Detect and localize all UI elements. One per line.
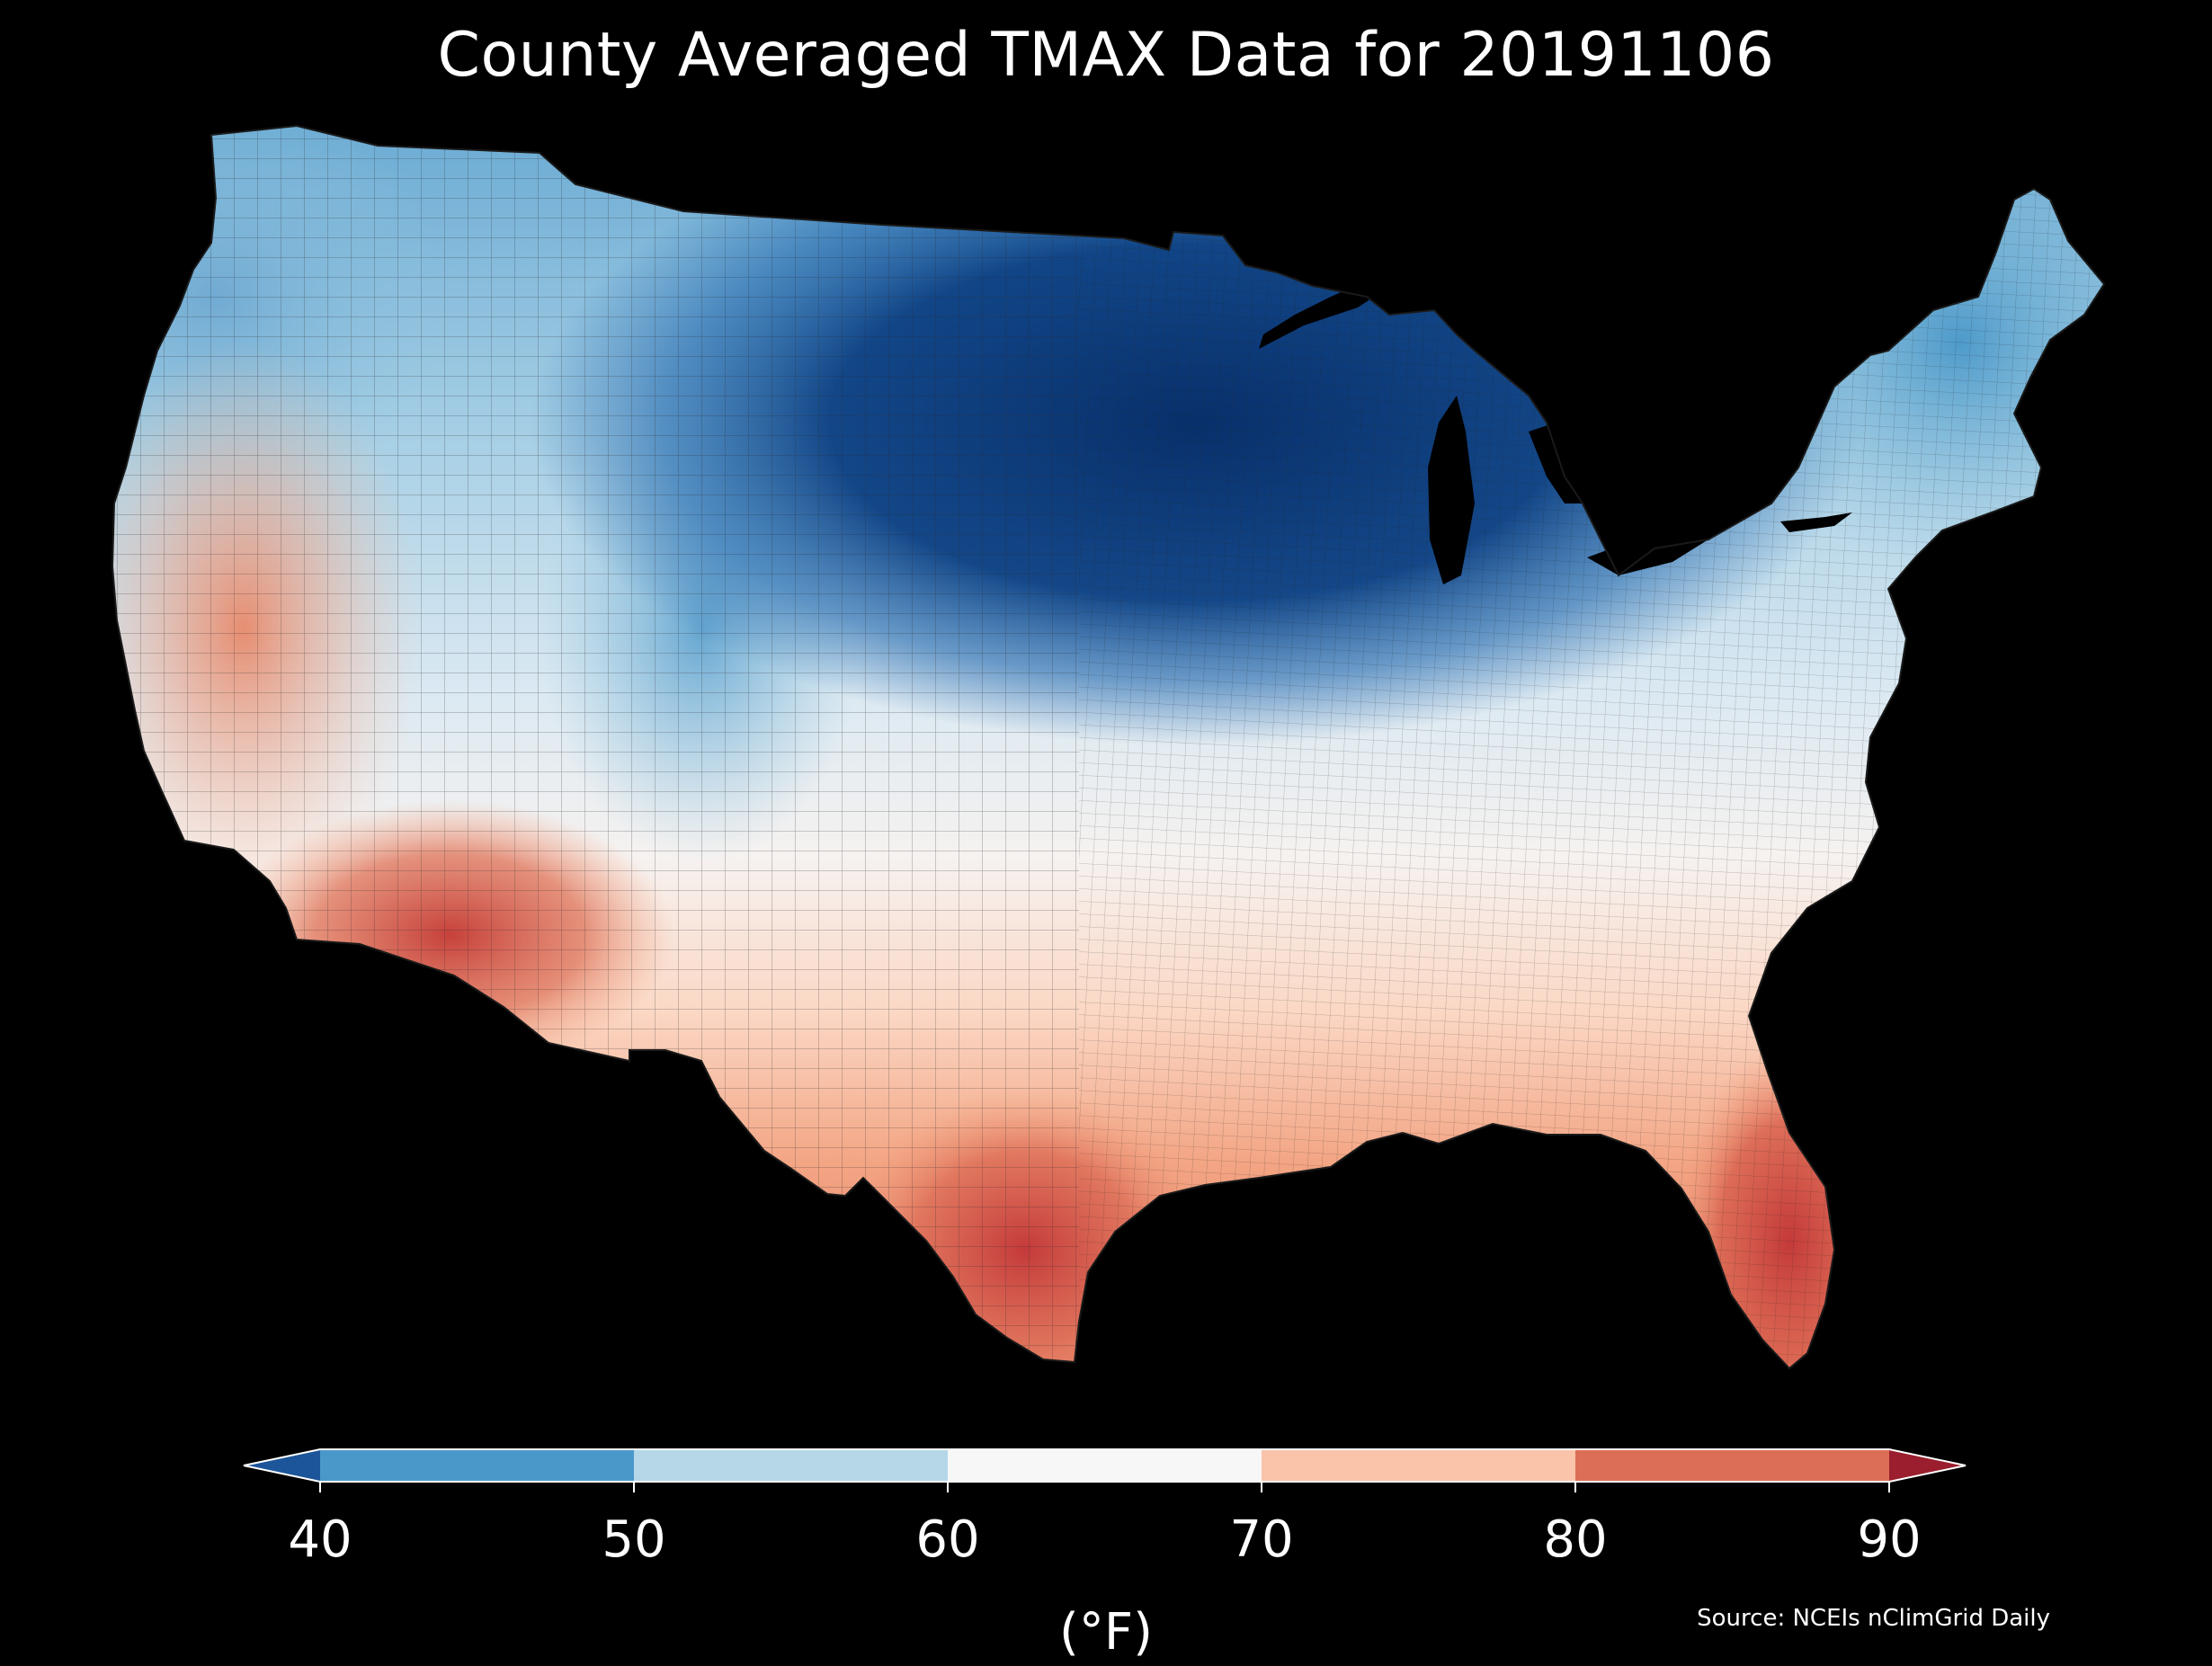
colorbar-bin: [320, 1449, 634, 1482]
colorbar-over-arrow: [1889, 1449, 1966, 1482]
colorbar-tick: 80: [1543, 1510, 1608, 1569]
colorbar-tick: 60: [915, 1510, 980, 1569]
colorbar-tick: 40: [288, 1510, 352, 1569]
county-fill-layer: [112, 126, 2104, 1368]
us-outline: [111, 124, 2106, 1370]
great-lakes: [1259, 279, 1852, 584]
colorbar-under-arrow: [244, 1449, 320, 1482]
colorbar-bin: [1575, 1449, 1889, 1482]
colorbar-unit-label: (°F): [1059, 1603, 1153, 1662]
source-credit: Source: NCEIs nClimGrid Daily: [1697, 1605, 2050, 1632]
map-title: County Averaged TMAX Data for 20191106: [437, 20, 1775, 91]
colorbar-bin: [634, 1449, 948, 1482]
colorbar: [243, 1448, 1967, 1492]
colorbar-tick: 70: [1229, 1510, 1294, 1569]
colorbar-bin: [948, 1449, 1262, 1482]
colorbar-bin: [1262, 1449, 1575, 1482]
colorbar-tick: 90: [1857, 1510, 1922, 1569]
colorbar-tick: 50: [602, 1510, 666, 1569]
